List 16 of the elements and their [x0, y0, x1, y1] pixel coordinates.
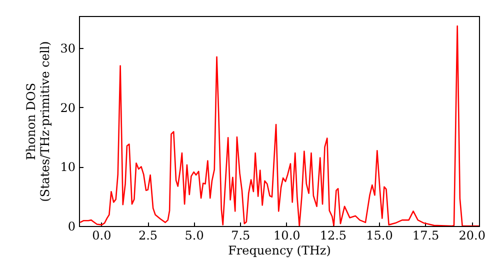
x-tick-label: 10.0: [274, 228, 300, 242]
x-axis-title: Frequency (THz): [228, 244, 331, 258]
x-tick-label: 5.0: [184, 228, 204, 242]
y-axis-title: Phonon DOS (States/THz·primitive cell): [24, 41, 52, 202]
y-tick-label: 30: [60, 42, 76, 56]
y-tick-label: 10: [60, 160, 76, 174]
x-tick-label: 20.0: [458, 228, 486, 242]
x-tick-label: 12.5: [320, 228, 347, 242]
y-tick-label: 20: [60, 100, 76, 115]
x-tick-label: 2.5: [138, 228, 158, 242]
x-tick-label: 15.0: [366, 228, 393, 242]
x-tick-label: 7.5: [231, 228, 250, 242]
y-tick-label: 0: [68, 220, 76, 234]
line-series: [79, 25, 479, 226]
x-tick-label: 0.0: [92, 228, 112, 242]
x-tick-label: 17.5: [412, 228, 440, 242]
